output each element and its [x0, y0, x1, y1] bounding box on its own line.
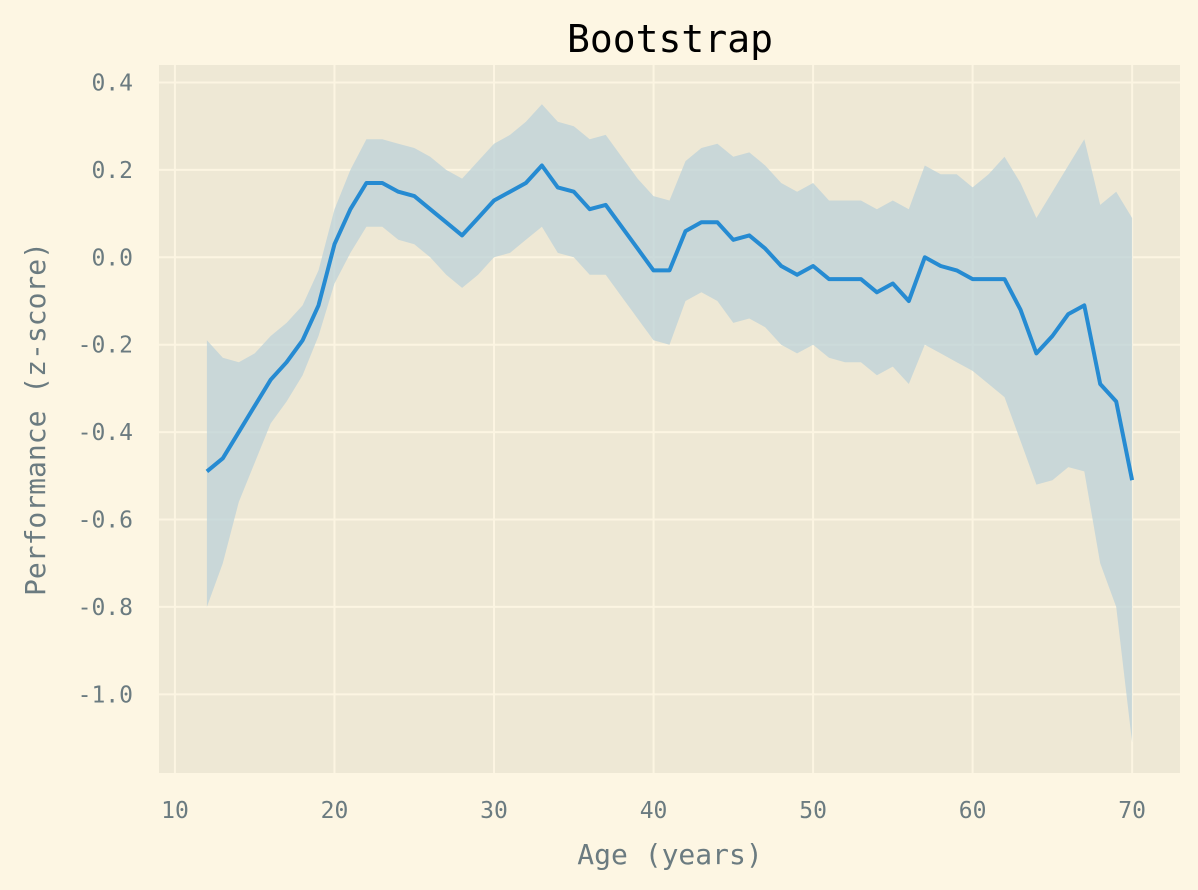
y-axis-label: Performance (z-score): [19, 242, 52, 596]
x-tick-label: 60: [959, 798, 987, 824]
y-tick-label: -0.6: [78, 508, 133, 534]
y-tick-label: 0.4: [91, 70, 133, 96]
y-tick-label: 0.2: [91, 158, 133, 184]
y-tick-label: -0.8: [78, 595, 133, 621]
x-tick-label: 40: [640, 798, 668, 824]
y-axis-ticks: 0.4 0.2 0.0 -0.2 -0.4 -0.6 -0.8 -1.0: [78, 70, 133, 708]
mean-series-line: [205, 163, 1135, 481]
x-tick-label: 30: [480, 798, 508, 824]
x-tick-label: 50: [799, 798, 827, 824]
x-tick-label: 20: [321, 798, 349, 824]
y-tick-label: -0.2: [78, 333, 133, 359]
y-tick-label: -0.4: [78, 420, 133, 446]
x-axis-label: Age (years): [577, 838, 762, 871]
x-tick-label: 70: [1118, 798, 1146, 824]
y-tick-label: 0.0: [91, 245, 133, 271]
x-tick-label: 10: [161, 798, 189, 824]
x-axis-ticks: 10 20 30 40 50 60 70: [161, 798, 1146, 824]
chart-title: Bootstrap: [567, 17, 773, 61]
confidence-band: [206, 104, 1133, 743]
y-tick-label: -1.0: [78, 682, 133, 708]
